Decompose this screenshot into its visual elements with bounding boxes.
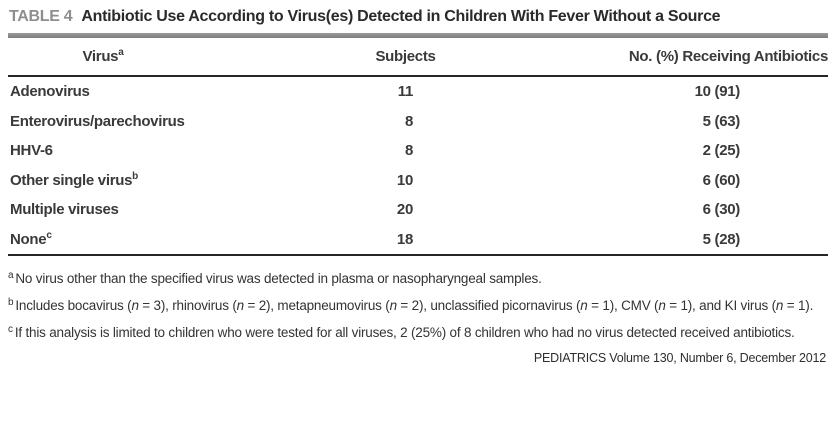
footnote-a: a No virus other than the specified virus… xyxy=(8,265,828,292)
bottom-rule xyxy=(8,254,828,256)
table-row: Nonec 18 5 (28) xyxy=(8,225,828,255)
cell-virus: Other single virusb xyxy=(8,170,198,189)
footnote-marker-a-ref: a xyxy=(118,47,124,58)
cell-subjects: 18 xyxy=(396,230,413,248)
virus-name: Multiple viruses xyxy=(10,201,119,219)
table-number-label: TABLE 4 xyxy=(9,8,73,25)
cell-antibiotics: 2 (25) xyxy=(702,142,741,160)
footnote-a-text: No virus other than the specified virus … xyxy=(15,271,542,286)
column-header-subjects: Subjects xyxy=(375,48,436,65)
footnote-marker-c: c xyxy=(8,323,13,335)
cell-antibiotics: 6 (60) xyxy=(702,171,741,189)
cell-subjects: 10 xyxy=(396,171,413,189)
cell-virus: Nonec xyxy=(8,229,198,248)
footnote-c: c If this analysis is limited to children… xyxy=(8,319,828,346)
footnotes-block: a No virus other than the specified virus… xyxy=(8,265,828,346)
cell-subjects: 8 xyxy=(404,112,413,130)
virus-name: HHV-6 xyxy=(10,142,53,160)
header-rule xyxy=(8,75,828,77)
journal-footer: PEDIATRICS Volume 130, Number 6, Decembe… xyxy=(533,351,826,365)
virus-name: None xyxy=(10,230,47,248)
table-header-row: Virusa Subjects No. (%) Receiving Antibi… xyxy=(8,38,828,75)
virus-name: Enterovirus/parechovirus xyxy=(10,112,185,130)
footnote-c-text: If this analysis is limited to children … xyxy=(14,325,795,340)
column-header-virus: Virusa xyxy=(8,47,198,66)
footnote-marker-c-ref: c xyxy=(46,229,52,241)
cell-subjects: 8 xyxy=(404,142,413,160)
table-row: Multiple viruses 20 6 (30) xyxy=(8,195,828,225)
column-header-virus-label: Virus xyxy=(82,48,119,65)
cell-subjects: 11 xyxy=(397,83,414,101)
cell-antibiotics: 5 (28) xyxy=(702,230,741,248)
cell-virus: Enterovirus/parechovirus xyxy=(8,113,198,130)
footnote-marker-a: a xyxy=(8,269,14,281)
cell-antibiotics: 5 (63) xyxy=(702,112,741,130)
footnote-b: b Includes bocavirus (n = 3), rhinovirus … xyxy=(8,292,828,319)
cell-antibiotics: 10 (91) xyxy=(694,83,741,101)
footnote-b-text: Includes bocavirus (n = 3), rhinovirus (… xyxy=(15,298,814,313)
column-header-antibiotics: No. (%) Receiving Antibiotics xyxy=(628,48,828,65)
top-thick-rule xyxy=(8,33,828,38)
table-row: Enterovirus/parechovirus 8 5 (63) xyxy=(8,107,828,137)
footnote-marker-b-ref: b xyxy=(132,170,138,182)
virus-name: Adenovirus xyxy=(10,83,90,101)
cell-subjects: 20 xyxy=(396,201,413,219)
cell-virus: HHV-6 xyxy=(8,142,198,159)
cell-virus: Adenovirus xyxy=(8,83,198,100)
cell-antibiotics: 6 (30) xyxy=(702,201,741,219)
footnote-marker-b: b xyxy=(8,296,14,308)
table-row: Adenovirus 11 10 (91) xyxy=(8,77,828,107)
table-caption: Antibiotic Use According to Virus(es) De… xyxy=(81,8,721,25)
cell-virus: Multiple viruses xyxy=(8,201,198,218)
table-row: HHV-6 8 2 (25) xyxy=(8,136,828,166)
table-title: TABLE 4 Antibiotic Use According to Virus… xyxy=(8,6,828,33)
virus-name: Other single virus xyxy=(10,171,133,189)
table-row: Other single virusb 10 6 (60) xyxy=(8,166,828,196)
